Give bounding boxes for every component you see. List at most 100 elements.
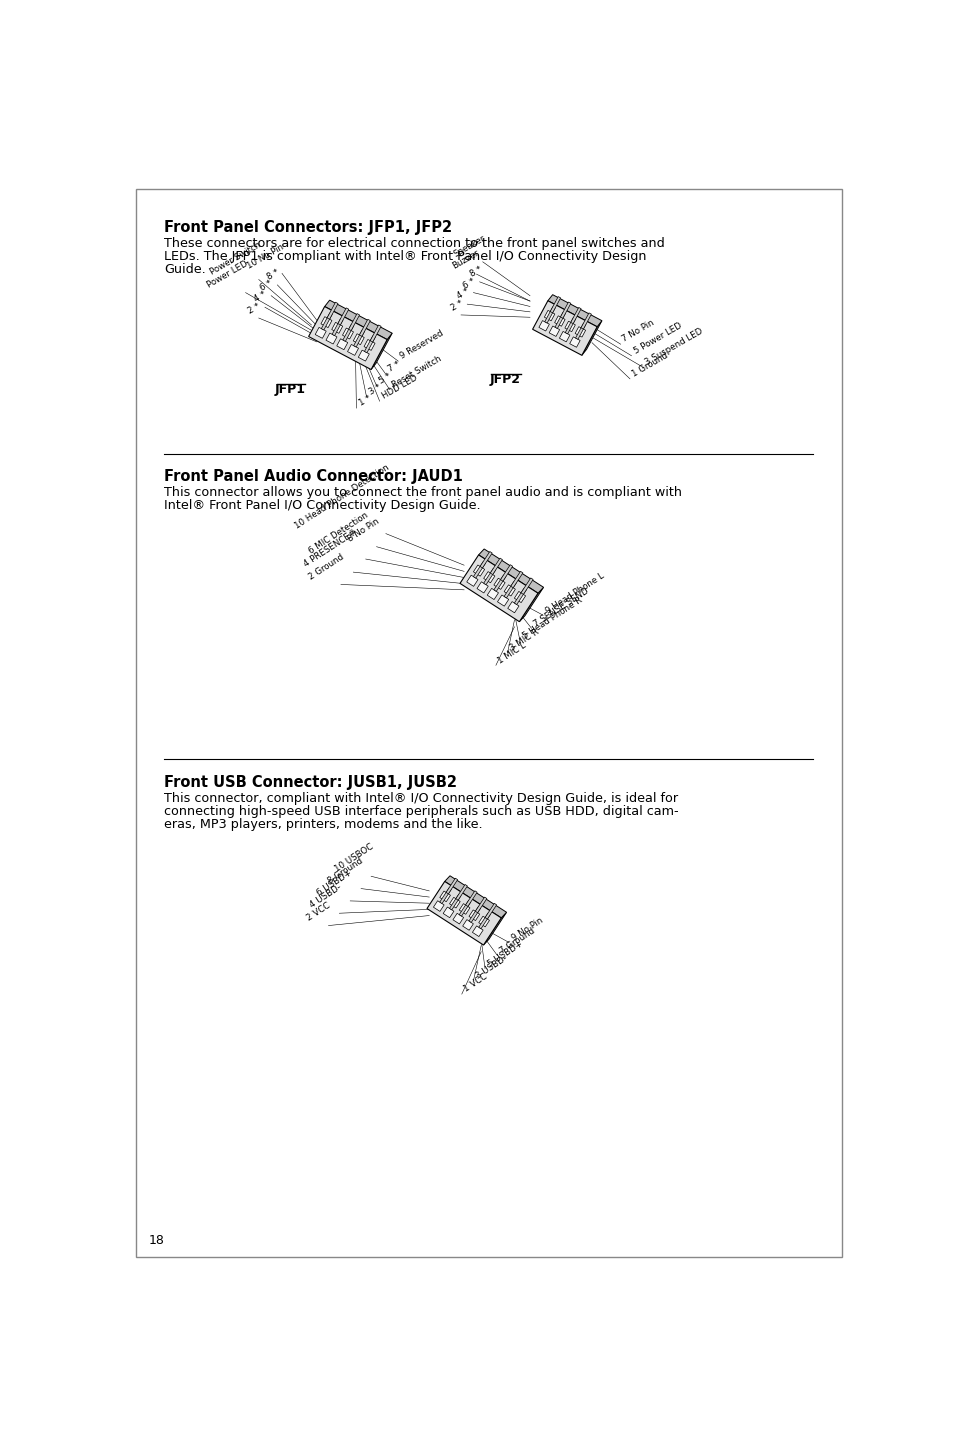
Polygon shape xyxy=(558,332,569,342)
Text: 7 No Pin: 7 No Pin xyxy=(620,319,656,345)
Polygon shape xyxy=(518,587,543,621)
Text: 10 Head Phone Detection: 10 Head Phone Detection xyxy=(293,462,390,531)
Text: Reset Switch: Reset Switch xyxy=(390,353,442,389)
Polygon shape xyxy=(494,575,505,591)
Text: 18: 18 xyxy=(149,1234,165,1246)
Polygon shape xyxy=(469,907,480,923)
Polygon shape xyxy=(358,351,369,361)
Polygon shape xyxy=(458,900,471,916)
Text: 7 SENSE SEND: 7 SENSE SEND xyxy=(532,587,590,628)
Text: 3 Suspend LED: 3 Suspend LED xyxy=(643,326,704,368)
Polygon shape xyxy=(478,550,543,594)
Text: 1 Ground: 1 Ground xyxy=(630,351,669,379)
Polygon shape xyxy=(469,910,479,920)
Polygon shape xyxy=(484,903,497,919)
Polygon shape xyxy=(446,879,457,894)
Polygon shape xyxy=(575,323,585,339)
Polygon shape xyxy=(581,321,601,355)
Polygon shape xyxy=(544,311,555,321)
Text: 9 No Pin: 9 No Pin xyxy=(509,916,544,943)
Polygon shape xyxy=(465,890,476,906)
Polygon shape xyxy=(487,588,498,600)
Text: Guide.: Guide. xyxy=(164,263,206,276)
Text: Front Panel Audio Connector: JAUD1: Front Panel Audio Connector: JAUD1 xyxy=(164,469,462,484)
Polygon shape xyxy=(514,591,525,602)
Text: LEDs. The JFP1 is compliant with Intel® Front Panel I/O Connectivity Design: LEDs. The JFP1 is compliant with Intel® … xyxy=(164,250,646,263)
Polygon shape xyxy=(342,328,354,339)
Polygon shape xyxy=(462,920,473,930)
Text: Front USB Connector: JUSB1, JUSB2: Front USB Connector: JUSB1, JUSB2 xyxy=(164,774,456,790)
Text: 9 Reserved: 9 Reserved xyxy=(397,329,444,361)
Polygon shape xyxy=(439,892,450,902)
Polygon shape xyxy=(549,326,559,336)
Text: 4 PRESENCE#: 4 PRESENCE# xyxy=(301,528,357,570)
Polygon shape xyxy=(359,319,370,336)
Text: 1 *: 1 * xyxy=(356,394,372,408)
Polygon shape xyxy=(472,926,482,936)
Text: 2 *: 2 * xyxy=(246,302,261,316)
Text: 4 *: 4 * xyxy=(456,288,471,301)
Text: This connector allows you to connect the front panel audio and is compliant with: This connector allows you to connect the… xyxy=(164,487,681,499)
Text: HDD LED: HDD LED xyxy=(380,373,418,401)
Polygon shape xyxy=(500,565,512,581)
Text: 10 USBOC: 10 USBOC xyxy=(333,841,375,873)
Polygon shape xyxy=(332,322,342,333)
Text: 8 *: 8 * xyxy=(265,268,280,282)
Polygon shape xyxy=(364,339,375,351)
Polygon shape xyxy=(370,325,380,342)
Polygon shape xyxy=(308,306,387,369)
Polygon shape xyxy=(483,913,506,944)
Polygon shape xyxy=(324,301,392,339)
Text: Intel® Front Panel I/O Connectivity Design Guide.: Intel® Front Panel I/O Connectivity Desi… xyxy=(164,499,480,512)
Polygon shape xyxy=(478,913,490,929)
Polygon shape xyxy=(544,306,555,323)
Text: 8 Ground: 8 Ground xyxy=(326,856,365,886)
Polygon shape xyxy=(456,884,467,900)
Text: 6 *: 6 * xyxy=(461,276,476,290)
Text: 3 USBD-: 3 USBD- xyxy=(474,954,509,982)
Polygon shape xyxy=(490,558,502,575)
Text: 8 No Pin: 8 No Pin xyxy=(346,517,381,544)
Polygon shape xyxy=(314,328,326,338)
Text: 5 *: 5 * xyxy=(377,372,393,386)
Polygon shape xyxy=(520,578,533,594)
Text: connecting high-speed USB interface peripherals such as USB HDD, digital cam-: connecting high-speed USB interface peri… xyxy=(164,804,679,817)
Text: 7 Ground: 7 Ground xyxy=(497,926,537,956)
Text: 1 MIC L: 1 MIC L xyxy=(497,641,528,665)
Text: 2 *: 2 * xyxy=(449,299,464,312)
Polygon shape xyxy=(444,876,506,917)
Polygon shape xyxy=(547,295,601,326)
Polygon shape xyxy=(354,331,364,348)
Polygon shape xyxy=(332,319,343,336)
Text: 10 No Pin: 10 No Pin xyxy=(246,242,286,270)
Polygon shape xyxy=(321,313,332,331)
Polygon shape xyxy=(503,581,516,598)
Text: 6 MIC Detection: 6 MIC Detection xyxy=(307,511,370,557)
Text: 5 Power LED: 5 Power LED xyxy=(632,321,682,356)
Text: 8 *: 8 * xyxy=(468,265,483,279)
Polygon shape xyxy=(449,894,460,910)
Polygon shape xyxy=(364,336,375,352)
Polygon shape xyxy=(342,325,354,342)
Polygon shape xyxy=(449,897,459,909)
Polygon shape xyxy=(458,903,470,914)
Polygon shape xyxy=(427,881,500,944)
Text: JFP1: JFP1 xyxy=(274,382,305,396)
Polygon shape xyxy=(337,308,349,325)
Text: Buzzer: Buzzer xyxy=(450,249,480,270)
Polygon shape xyxy=(564,321,575,332)
Polygon shape xyxy=(532,301,597,355)
Polygon shape xyxy=(459,555,537,621)
Polygon shape xyxy=(371,333,392,369)
Text: eras, MP3 players, printers, modems and the like.: eras, MP3 players, printers, modems and … xyxy=(164,817,482,831)
Text: 2 Ground: 2 Ground xyxy=(307,552,345,582)
Polygon shape xyxy=(473,562,485,578)
Polygon shape xyxy=(554,316,564,326)
Polygon shape xyxy=(483,568,496,585)
Polygon shape xyxy=(336,339,348,349)
Polygon shape xyxy=(497,595,508,607)
Text: 6 USBD+: 6 USBD+ xyxy=(315,869,354,897)
Polygon shape xyxy=(473,565,484,577)
Text: JFP2: JFP2 xyxy=(489,372,520,386)
Polygon shape xyxy=(569,336,579,348)
